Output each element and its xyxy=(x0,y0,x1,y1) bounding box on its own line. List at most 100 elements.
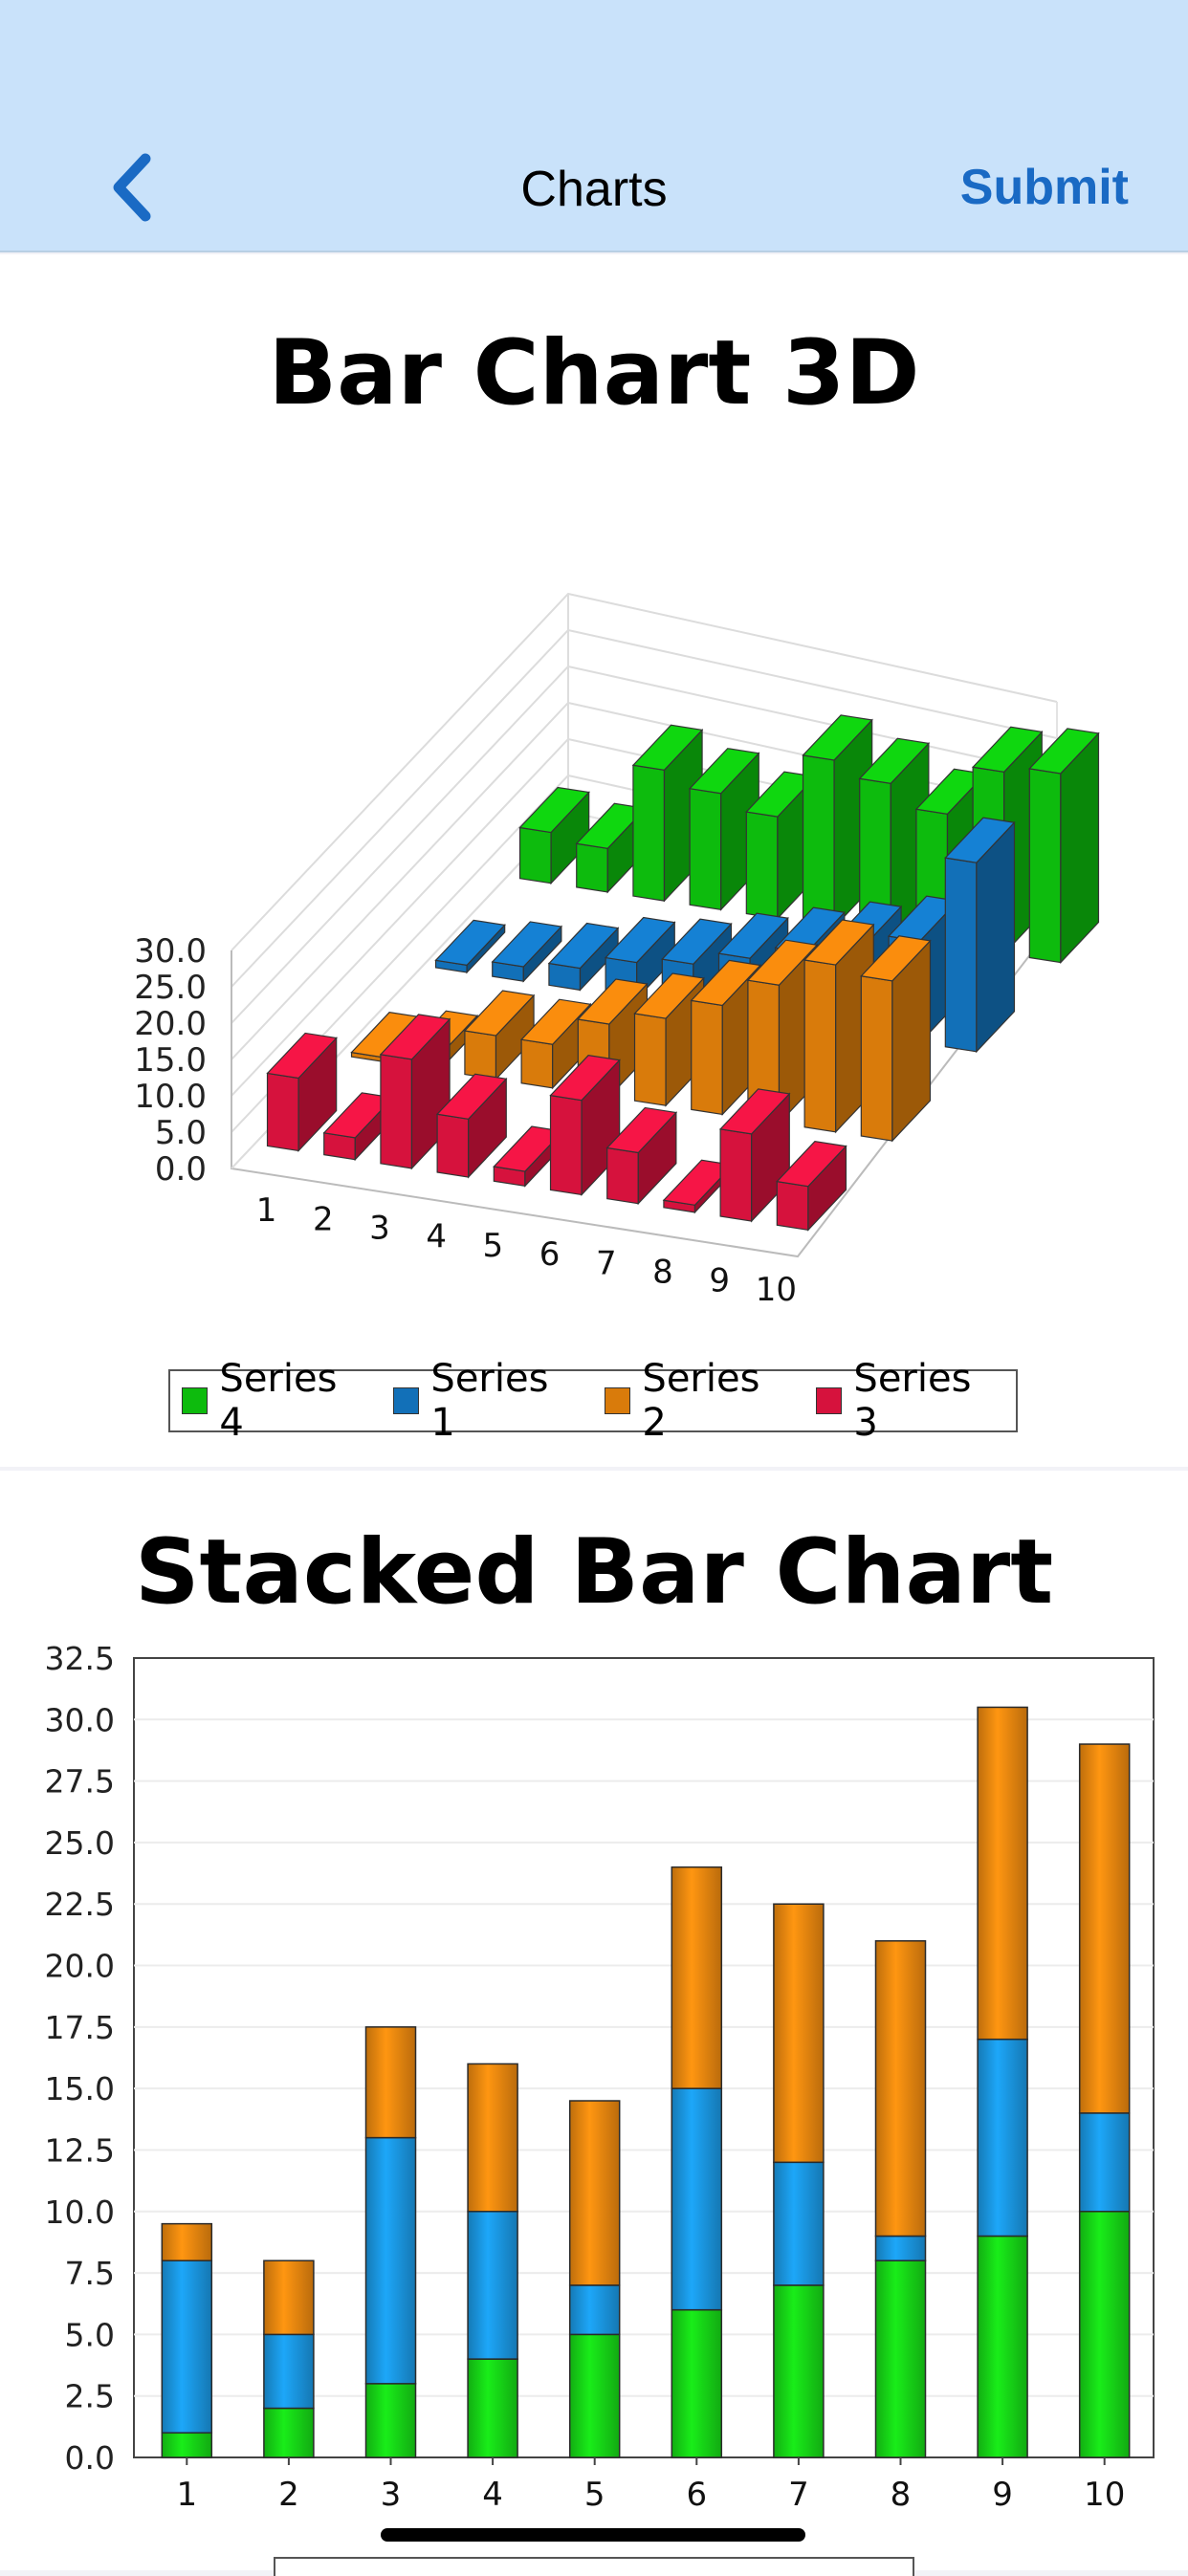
x-tick-label: 8 xyxy=(652,1253,673,1291)
bar xyxy=(860,935,932,1143)
bar-segment xyxy=(161,2259,213,2434)
series-series-3 xyxy=(266,1014,847,1232)
y-tick-label: 22.5 xyxy=(45,1886,115,1923)
legend-item: Series 3 xyxy=(816,1357,1004,1445)
x-tick-label: 5 xyxy=(483,1227,504,1265)
submit-button[interactable]: Submit xyxy=(959,160,1129,215)
x-tick-label: 10 xyxy=(1084,2476,1125,2514)
bar-segment xyxy=(1078,2112,1131,2213)
y-tick-label: 12.5 xyxy=(45,2131,115,2169)
legend-swatch xyxy=(816,1387,843,1414)
x-tick-label: 9 xyxy=(992,2476,1013,2514)
bar-segment xyxy=(977,1706,1028,2041)
y-tick-label: 10.0 xyxy=(134,1078,207,1116)
x-tick-label: 7 xyxy=(596,1244,617,1282)
x-tick-label: 5 xyxy=(584,2476,605,2514)
x-tick-label: 7 xyxy=(788,2476,809,2514)
y-tick-label: 2.5 xyxy=(65,2378,115,2415)
bar xyxy=(1028,728,1100,965)
y-tick-label: 20.0 xyxy=(45,1948,115,1985)
legend-swatch xyxy=(182,1387,209,1414)
bar-segment xyxy=(263,2333,315,2410)
bar xyxy=(944,817,1016,1054)
bar-segment xyxy=(977,2038,1028,2238)
y-tick-label: 25.0 xyxy=(134,969,207,1007)
y-tick-label: 20.0 xyxy=(134,1005,207,1043)
bar-segment xyxy=(773,1903,825,2164)
bar-segment xyxy=(161,2432,213,2458)
bar-segment xyxy=(263,2407,315,2458)
legend-item: Series 2 xyxy=(605,1357,793,1445)
bar-chart-3d-panel: Bar Chart 3D 0.0 5.0 10.0 15.0 20.0 25.0 30.0 1… xyxy=(0,254,1188,1467)
y-tick-label: 15.0 xyxy=(45,2070,115,2107)
x-tick-label: 3 xyxy=(381,2476,402,2514)
y-tick-label: 30.0 xyxy=(45,1701,115,1738)
x-tick-label: 4 xyxy=(482,2476,503,2514)
chart-title: Stacked Bar Chart xyxy=(134,1520,1054,1625)
bar-segment xyxy=(364,2383,417,2458)
chart-legend: Series 4 Series 1 Series 2 Series 3 xyxy=(168,1357,1018,1445)
bar-segment xyxy=(568,2100,621,2286)
stacked-bar-chart-panel: Stacked Bar Chart 0.0 2.5 5.0 7.5 10.0 12.5 15… xyxy=(0,1471,1188,2570)
bar-segment xyxy=(263,2259,315,2336)
home-indicator xyxy=(381,2528,805,2542)
bar xyxy=(688,748,760,911)
x-tick-label: 4 xyxy=(426,1218,447,1256)
x-tick-label: 6 xyxy=(539,1235,561,1274)
bar-segment xyxy=(874,2235,927,2261)
y-tick-label: 32.5 xyxy=(45,1640,115,1677)
x-tick-label: 2 xyxy=(313,1200,334,1238)
series-series-2 xyxy=(350,919,932,1143)
bar-segment xyxy=(568,2284,621,2336)
stacked-bar-chart: 0.0 2.5 5.0 7.5 10.0 12.5 15.0 17.5 20.0 22.5 25.0… xyxy=(45,1640,1155,2514)
chart-title: Bar Chart 3D xyxy=(268,321,920,426)
bar-segment xyxy=(671,2087,723,2311)
bar xyxy=(266,1032,338,1152)
y-tick-label: 5.0 xyxy=(155,1114,207,1152)
x-tick-label: 3 xyxy=(369,1209,390,1247)
legend-label: Series 4 xyxy=(219,1357,338,1445)
x-tick-label: 8 xyxy=(891,2476,912,2514)
bar-chart-3d: 0.05.010.015.020.025.030.0 1 2 3 4 5 6 7 8 9 10 xyxy=(134,592,1100,1309)
y-tick-label: 10.0 xyxy=(45,2194,115,2231)
x-tick-label: 1 xyxy=(256,1191,277,1230)
bar-segment xyxy=(568,2333,621,2458)
bar xyxy=(633,972,705,1107)
bar-segment xyxy=(364,2136,417,2385)
bar-segment xyxy=(1078,2211,1131,2458)
legend-swatch xyxy=(393,1387,420,1414)
back-button[interactable] xyxy=(105,153,163,222)
bar-segment xyxy=(1078,1743,1131,2114)
chevron-left-icon xyxy=(113,153,151,222)
legend-label: Series 3 xyxy=(853,1357,972,1445)
y-tick-label: 0.0 xyxy=(65,2439,115,2477)
bar-segment xyxy=(773,2284,825,2458)
bar-segment xyxy=(671,1866,723,2089)
y-tick-label: 25.0 xyxy=(45,1824,115,1862)
bar-segment xyxy=(161,2222,213,2261)
legend-label: Series 1 xyxy=(430,1357,549,1445)
x-tick-label: 6 xyxy=(686,2476,707,2514)
bar-segment xyxy=(671,2308,723,2458)
y-tick-label: 17.5 xyxy=(45,2009,115,2046)
bar-segment xyxy=(467,2063,518,2213)
bar xyxy=(776,1141,847,1232)
bar xyxy=(605,1106,678,1206)
legend-item: Series 4 xyxy=(182,1357,370,1445)
x-tick-label: 9 xyxy=(709,1262,730,1300)
navigation-bar: Charts Submit xyxy=(0,0,1188,252)
legend-item: Series 1 xyxy=(393,1357,582,1445)
y-tick-label: 0.0 xyxy=(155,1150,207,1189)
bar-segment xyxy=(467,2358,518,2458)
bar xyxy=(491,921,563,983)
y-tick-label: 5.0 xyxy=(65,2316,115,2353)
bar xyxy=(435,1073,508,1179)
bar xyxy=(547,922,620,992)
bar-segment xyxy=(977,2235,1028,2458)
y-tick-label: 7.5 xyxy=(65,2255,115,2292)
bar xyxy=(463,990,536,1081)
bar-segment xyxy=(364,2026,417,2139)
bar xyxy=(434,919,506,974)
x-tick-label: 1 xyxy=(176,2476,197,2514)
bar-segment xyxy=(467,2211,518,2360)
